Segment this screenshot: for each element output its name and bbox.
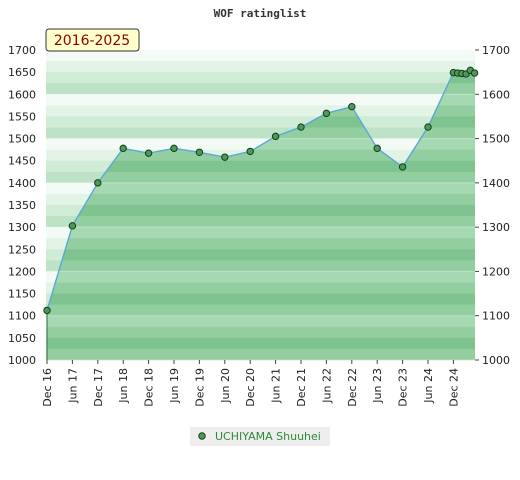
background-band [46,61,475,73]
y-tick-label-left: 1700 [8,44,36,57]
area-band [47,249,475,261]
area-band [47,149,475,162]
y-tick-label-right: 1400 [482,177,510,190]
gridlines [46,49,475,361]
area-band [47,216,475,228]
area-band [47,260,475,272]
data-point[interactable] [470,69,479,77]
data-point[interactable] [221,153,229,161]
data-point[interactable] [43,306,51,315]
y-tick-label-right: 1700 [482,44,510,57]
x-tick-label: Dec 20 [244,368,257,407]
data-point[interactable] [246,147,254,156]
area-band [47,193,475,206]
data-point[interactable] [424,123,432,131]
data-point[interactable] [322,109,331,118]
x-tick-label: Jun 19 [168,368,181,404]
data-point[interactable] [68,222,77,230]
x-tick-label: Jun 22 [320,368,333,404]
area-band [47,171,475,184]
area-band [47,326,475,339]
data-point[interactable] [94,179,102,187]
y-tick-label-left: 1600 [8,88,36,101]
y-tick-label-right: 1300 [482,221,510,234]
y-tick-label-left: 1350 [8,199,36,212]
area-band [47,337,475,350]
y-tick-label-left: 1150 [8,288,36,301]
data-point[interactable] [195,148,204,157]
area-band [47,304,475,317]
x-tick-label: Jun 23 [371,368,384,404]
y-tick-label-left: 1650 [8,66,36,79]
x-tick-label: Dec 19 [193,368,206,407]
legend-label: UCHIYAMA Shuuhei [215,430,321,443]
x-tick-label: Dec 22 [346,368,359,407]
x-tick-label: Jun 20 [219,368,232,404]
background-band [46,116,475,128]
x-tick-label: Jun 24 [422,368,435,404]
period-label: 2016-2025 [54,33,130,49]
y-tick-label-left: 1050 [8,332,36,345]
background-band [46,105,475,117]
area-band [47,293,475,306]
x-tick-label: Dec 18 [143,368,156,407]
y-axis-right: 1000 1100 1200 1300 1400 1500 1600 1700 [475,44,510,367]
x-tick-label: Jun 21 [270,368,283,404]
data-point[interactable] [271,132,280,141]
area-band [47,271,475,283]
data-point[interactable] [170,144,178,153]
legend-marker [198,432,206,440]
y-tick-label-right: 1600 [482,88,510,101]
chart-title: WOF ratinglist [214,7,307,20]
y-axis-left: 1000 1050 1100 1150 1200 1250 1300 1350 1400 1450… [8,44,36,367]
x-tick-label: Dec 17 [92,368,105,407]
period-badge-box [45,28,140,52]
y-tick-label-left: 1550 [8,110,36,123]
x-tick-label: Dec 21 [295,368,308,407]
data-point[interactable] [297,123,305,131]
area-band [47,315,475,328]
area-band [47,182,475,195]
data-point[interactable] [373,144,381,153]
area-band [47,227,475,239]
y-tick-label-right: 1200 [482,265,510,278]
background-band [46,72,475,84]
y-tick-label-left: 1000 [8,354,36,367]
area-band [47,238,475,250]
area-band [47,205,475,217]
area-band [47,160,475,173]
x-tick-label: Dec 23 [397,368,410,407]
y-tick-label-right: 1500 [482,133,510,146]
background-band [46,138,475,151]
data-point[interactable] [398,163,407,171]
y-tick-label-right: 1100 [482,310,510,323]
x-tick-label: Dec 16 [41,368,54,407]
data-point[interactable] [348,102,356,111]
legend-box [190,427,330,446]
legend[interactable]: UCHIYAMA Shuuhei [190,427,330,446]
x-tick-label: Jun 17 [66,368,79,404]
y-tick-label-left: 1250 [8,243,36,256]
y-tick-label-left: 1200 [8,265,36,278]
y-tick-label-left: 1300 [8,221,36,234]
y-tick-label-left: 1100 [8,310,36,323]
area-band [47,348,475,360]
x-tick-label: Jun 18 [117,368,130,404]
data-point[interactable] [119,144,127,153]
background-band [46,83,475,95]
period-badge: 2016-2025 [45,28,140,52]
background-band [46,94,475,106]
y-tick-label-right: 1000 [482,354,510,367]
x-axis: Dec 16 Jun 17 Dec 17 Jun 18 Dec 18 Jun 19 Dec … [41,360,460,407]
y-tick-label-left: 1450 [8,155,36,168]
background-band [46,50,475,62]
background-band [46,127,475,140]
area-band [47,282,475,295]
y-tick-label-left: 1500 [8,133,36,146]
x-tick-label: Dec 24 [447,368,460,407]
y-tick-label-left: 1400 [8,177,36,190]
data-point[interactable] [144,149,153,157]
points-layer [43,66,479,315]
